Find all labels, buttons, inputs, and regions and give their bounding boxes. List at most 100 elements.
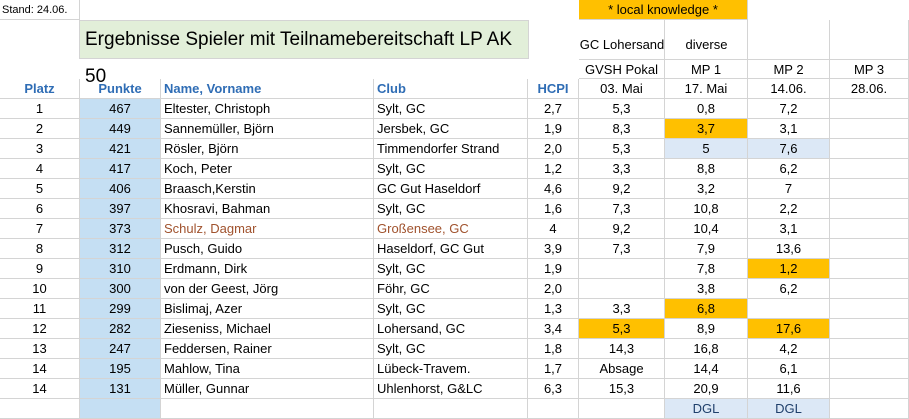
header-date-3[interactable]: 14.06. (748, 79, 830, 99)
cell-mp2[interactable]: 3,1 (748, 119, 830, 139)
footer-cell[interactable] (579, 399, 665, 419)
footer-cell[interactable] (528, 399, 579, 419)
cell-mp2[interactable]: 6,1 (748, 359, 830, 379)
cell-mp1[interactable]: 10,8 (665, 199, 748, 219)
cell-pokal[interactable]: 9,2 (579, 179, 665, 199)
cell-platz[interactable]: 14 (0, 359, 80, 379)
cell-name[interactable]: Pusch, Guido (161, 239, 374, 259)
cell-pokal[interactable]: 8,3 (579, 119, 665, 139)
cell-club[interactable]: Sylt, GC (374, 299, 528, 319)
cell-mp3[interactable] (830, 199, 909, 219)
group-header-gvsh[interactable]: GVSH Pokal (579, 60, 665, 79)
group-header-mp3[interactable]: MP 3 (830, 60, 909, 79)
empty-cell[interactable] (748, 20, 830, 60)
cell-mp2[interactable]: 11,6 (748, 379, 830, 399)
cell-club[interactable]: Jersbek, GC (374, 119, 528, 139)
cell-club[interactable]: GC Gut Haseldorf (374, 179, 528, 199)
cell-platz[interactable]: 8 (0, 239, 80, 259)
gc-lohersand-cell[interactable] (579, 20, 665, 60)
footer-cell[interactable] (830, 399, 909, 419)
cell-pokal[interactable] (579, 279, 665, 299)
cell-name[interactable]: Khosravi, Bahman (161, 199, 374, 219)
cell-mp2[interactable]: 7 (748, 179, 830, 199)
cell-punkte[interactable]: 417 (80, 159, 161, 179)
cell-punkte[interactable]: 300 (80, 279, 161, 299)
cell-pokal[interactable]: Absage (579, 359, 665, 379)
cell-mp1[interactable]: 8,8 (665, 159, 748, 179)
cell-hcpi[interactable]: 1,7 (528, 359, 579, 379)
cell-mp3[interactable] (830, 379, 909, 399)
cell-hcpi[interactable]: 3,9 (528, 239, 579, 259)
footer-cell[interactable] (161, 399, 374, 419)
group-header-mp1[interactable]: MP 1 (665, 60, 748, 79)
cell-mp3[interactable] (830, 259, 909, 279)
cell-punkte[interactable]: 449 (80, 119, 161, 139)
cell-mp1[interactable]: 14,4 (665, 359, 748, 379)
cell-mp1[interactable]: 10,4 (665, 219, 748, 239)
cell-club[interactable]: Timmendorfer Strand (374, 139, 528, 159)
cell-pokal[interactable]: 5,3 (579, 319, 665, 339)
header-hcpi[interactable]: HCPI (528, 79, 579, 99)
cell-mp3[interactable] (830, 179, 909, 199)
cell-platz[interactable]: 2 (0, 119, 80, 139)
cell-punkte[interactable]: 397 (80, 199, 161, 219)
cell-mp2[interactable]: 2,2 (748, 199, 830, 219)
cell-name[interactable]: Eltester, Christoph (161, 99, 374, 119)
cell-mp2[interactable]: 1,2 (748, 259, 830, 279)
cell-mp1[interactable]: 7,9 (665, 239, 748, 259)
cell-punkte[interactable]: 247 (80, 339, 161, 359)
cell-pokal[interactable]: 7,3 (579, 239, 665, 259)
cell-club[interactable]: Sylt, GC (374, 159, 528, 179)
cell-pokal[interactable] (579, 259, 665, 279)
cell-punkte[interactable]: 299 (80, 299, 161, 319)
cell-name[interactable]: Feddersen, Rainer (161, 339, 374, 359)
cell-punkte[interactable]: 467 (80, 99, 161, 119)
group-header-mp2[interactable]: MP 2 (748, 60, 830, 79)
cell-mp3[interactable] (830, 359, 909, 379)
cell-mp3[interactable] (830, 299, 909, 319)
cell-mp1[interactable]: 20,9 (665, 379, 748, 399)
cell-club[interactable]: Uhlenhorst, G&LC (374, 379, 528, 399)
cell-mp3[interactable] (830, 239, 909, 259)
cell-mp3[interactable] (830, 279, 909, 299)
cell-platz[interactable]: 6 (0, 199, 80, 219)
cell-hcpi[interactable]: 3,4 (528, 319, 579, 339)
cell-mp3[interactable] (830, 99, 909, 119)
diverse-cell[interactable] (665, 20, 748, 60)
cell-platz[interactable]: 13 (0, 339, 80, 359)
cell-punkte[interactable]: 373 (80, 219, 161, 239)
cell-club[interactable]: Großensee, GC (374, 219, 528, 239)
header-date-4[interactable]: 28.06. (830, 79, 909, 99)
cell-name[interactable]: Mahlow, Tina (161, 359, 374, 379)
cell-mp3[interactable] (830, 219, 909, 239)
cell-platz[interactable]: 12 (0, 319, 80, 339)
cell-pokal[interactable]: 9,2 (579, 219, 665, 239)
cell-platz[interactable]: 1 (0, 99, 80, 119)
header-club[interactable]: Club (374, 79, 528, 99)
cell-mp2[interactable]: 3,1 (748, 219, 830, 239)
cell-mp2[interactable]: 13,6 (748, 239, 830, 259)
cell-pokal[interactable]: 3,3 (579, 159, 665, 179)
cell-hcpi[interactable]: 4 (528, 219, 579, 239)
cell-punkte[interactable]: 195 (80, 359, 161, 379)
cell-mp3[interactable] (830, 319, 909, 339)
cell-name[interactable]: Sannemüller, Björn (161, 119, 374, 139)
cell-platz[interactable]: 3 (0, 139, 80, 159)
cell-hcpi[interactable]: 6,3 (528, 379, 579, 399)
cell-mp2[interactable]: 7,6 (748, 139, 830, 159)
cell-platz[interactable]: 11 (0, 299, 80, 319)
cell-punkte[interactable]: 310 (80, 259, 161, 279)
cell-platz[interactable]: 7 (0, 219, 80, 239)
cell-pokal[interactable]: 7,3 (579, 199, 665, 219)
cell-hcpi[interactable]: 2,0 (528, 279, 579, 299)
cell-mp2[interactable]: 6,2 (748, 279, 830, 299)
cell-name[interactable]: von der Geest, Jörg (161, 279, 374, 299)
header-platz[interactable]: Platz (0, 79, 80, 99)
cell-punkte[interactable]: 131 (80, 379, 161, 399)
cell-platz[interactable]: 10 (0, 279, 80, 299)
cell-mp3[interactable] (830, 339, 909, 359)
cell-name[interactable]: Koch, Peter (161, 159, 374, 179)
cell-platz[interactable]: 14 (0, 379, 80, 399)
cell-pokal[interactable]: 14,3 (579, 339, 665, 359)
cell-mp3[interactable] (830, 119, 909, 139)
